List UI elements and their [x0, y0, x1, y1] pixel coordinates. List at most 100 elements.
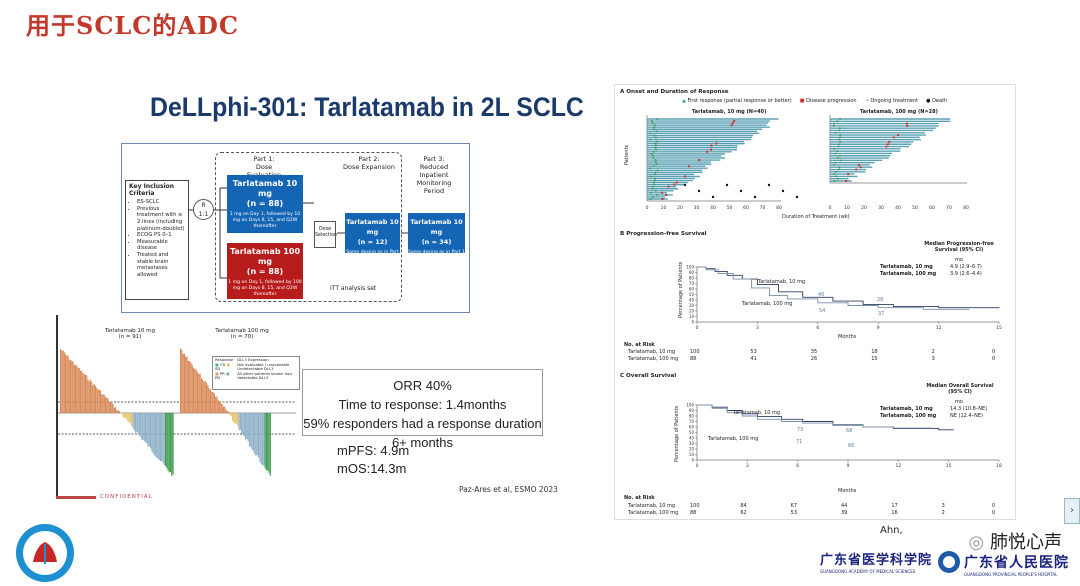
- os-y-tick-label: 80: [689, 414, 695, 419]
- arm-10mg-desc: 1 mg on Day 1, followed by 10 mg on Days…: [229, 212, 301, 229]
- os-annot: 73: [797, 427, 804, 433]
- pfs-curve-10mg: [697, 266, 1000, 309]
- risk-value: 0: [992, 349, 996, 355]
- pfs-label-10: Tarlatamab, 10 mg: [758, 279, 806, 285]
- waterfall-bar: [198, 373, 200, 413]
- footer-bar: [56, 496, 96, 499]
- waterfall-bar: [88, 381, 90, 413]
- response-marker: [652, 128, 655, 131]
- arm-100mg-box: Tarlatamab 100 mg (n = 88) 1 mg on Day 1…: [227, 243, 303, 299]
- criteria-heading: Key Inclusion Criteria: [129, 183, 175, 197]
- response-marker: [649, 191, 652, 194]
- risk-value: 39: [841, 510, 848, 516]
- response-marker: [653, 173, 656, 176]
- waterfall-bar: [90, 379, 92, 413]
- arm-100mg-desc: 1 mg on Day 1, followed by 100 mg on Day…: [228, 280, 302, 297]
- study-headline: DeLLphi-301: Tarlatamab in 2L SCLC: [150, 92, 584, 122]
- swimmer-x-tick: 60: [743, 205, 749, 211]
- slide-title: 用于SCLC的ADC: [26, 11, 239, 40]
- waterfall-bar: [160, 413, 162, 462]
- response-marker: [655, 148, 658, 151]
- risk-value: 0: [992, 503, 996, 509]
- os-y-tick-label: 90: [689, 408, 695, 413]
- response-marker: [652, 150, 655, 153]
- risk-value: 67: [790, 503, 798, 509]
- response-marker: [649, 198, 652, 200]
- wechat-icon: ◎: [968, 532, 985, 553]
- swimmer-x-tick: 50: [727, 205, 733, 211]
- waterfall-footer: CONFIDENTIAL: [100, 494, 153, 500]
- response-marker: [834, 161, 837, 164]
- risk-value: 18: [871, 349, 878, 355]
- citation: Paz-Ares et al, ESMO 2023: [459, 485, 558, 494]
- waterfall-bar: [234, 413, 236, 424]
- response-marker: [839, 134, 842, 137]
- wechat-watermark: ◎ 肺悦心声: [969, 528, 1062, 554]
- pfs-y-tick-label: 60: [689, 287, 695, 292]
- org2-en: GUANGDONG PROVINCIAL PEOPLE'S HOSPITAL: [964, 572, 1058, 577]
- response-marker: [838, 166, 841, 169]
- waterfall-bar: [168, 413, 170, 473]
- pfs-label-100: Tarlatamab, 100 mg: [742, 301, 793, 307]
- progression-marker: [897, 134, 900, 137]
- hospital-logo-icon: [16, 524, 74, 582]
- swimmer-x-tick: 0: [646, 205, 649, 211]
- response-marker: [654, 146, 657, 149]
- response-marker: [651, 122, 654, 125]
- death-marker: [697, 189, 701, 193]
- progression-marker: [857, 163, 860, 166]
- response-marker: [839, 136, 842, 139]
- os-annot: 68: [846, 428, 853, 434]
- response-marker: [652, 181, 655, 184]
- legend-item: SD: [215, 366, 221, 372]
- waterfall-bar: [107, 398, 109, 413]
- waterfall-bar: [204, 380, 206, 413]
- legend-ongoing: Ongoing treatment: [870, 98, 919, 104]
- next-slide-arrow[interactable]: ›: [1064, 498, 1080, 524]
- pfs-risk-header: No. at Risk: [624, 342, 655, 348]
- os-y-tick-label: 30: [689, 441, 695, 446]
- progression-marker: [886, 143, 889, 146]
- waterfall-bar: [106, 397, 108, 413]
- dot-icon: ●: [926, 98, 931, 104]
- legend-square-icon: ■: [215, 361, 219, 367]
- progression-marker: [687, 165, 690, 168]
- arm-10mg-name: Tarlatamab 10 mg: [232, 179, 298, 198]
- waterfall-bar: [92, 385, 94, 413]
- panel-b-title: B Progression-free Survival: [620, 231, 707, 237]
- pfs-curve-100mg: [697, 266, 970, 310]
- waterfall-bar: [162, 413, 164, 464]
- response-marker: [833, 122, 836, 125]
- response-marker: [649, 167, 652, 170]
- waterfall-bar: [135, 413, 137, 433]
- response-marker: [836, 177, 839, 180]
- waterfall-bar: [170, 413, 172, 473]
- response-marker: [839, 159, 842, 162]
- part1-title: Part 1:: [253, 155, 275, 163]
- waterfall-bar: [161, 413, 163, 461]
- panel-b-xlabel: Months: [838, 334, 857, 340]
- response-marker: [836, 120, 839, 123]
- response-marker: [833, 180, 836, 182]
- waterfall-bar: [156, 413, 158, 458]
- response-marker: [839, 118, 842, 120]
- pfs-x-tick-label: 6: [816, 325, 819, 331]
- pfs-y-tick-label: 10: [689, 314, 695, 319]
- arm-10mg-box: Tarlatamab 10 mg (n = 88) 1 mg on Day 1,…: [227, 175, 303, 233]
- waterfall-bar: [142, 413, 144, 440]
- swimmer-x-tick: 30: [694, 205, 700, 211]
- waterfall-bar: [217, 400, 219, 413]
- waterfall-bar: [251, 413, 253, 450]
- figure-svg: 0 10 20 30 40 50 60 70 80 0 10 20 30 40 50 60 70 80100908…: [646, 115, 1002, 469]
- waterfall-bar: [91, 382, 93, 413]
- waterfall-bar: [222, 406, 225, 413]
- waterfall-bar: [110, 401, 112, 413]
- progression-marker: [709, 148, 712, 151]
- response-marker: [833, 147, 836, 150]
- org2-name: 广东省人民医院: [964, 555, 1069, 571]
- waterfall-bar: [130, 413, 132, 424]
- os-row1-name: Tarlatamab, 10 mg: [880, 406, 933, 412]
- panel-b-median-title: Median Progression-free Survival (95% CI…: [924, 241, 994, 253]
- os-row2-val: NE (12.4–NE): [950, 413, 983, 419]
- waterfall-bar: [108, 401, 110, 413]
